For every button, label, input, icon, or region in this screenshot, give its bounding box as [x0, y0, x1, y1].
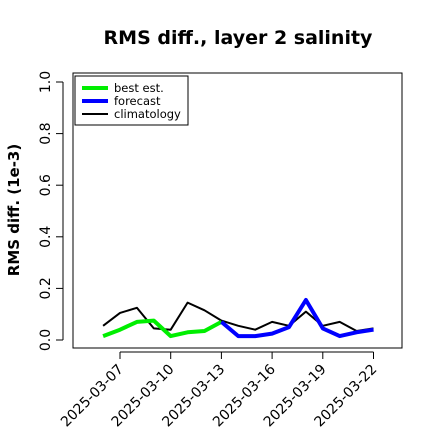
plot-area — [72, 72, 403, 349]
y-tick-label: 0.6 — [38, 174, 54, 196]
y-tick-label: 1.0 — [38, 71, 54, 93]
y-tick-label: 0.2 — [38, 277, 54, 299]
series-line-best-est — [102, 318, 223, 339]
legend-label: climatology — [114, 107, 181, 121]
series-line-climatology — [102, 301, 374, 332]
legend-label: forecast — [114, 94, 161, 108]
x-axis: 2025-03-072025-03-102025-03-132025-03-16… — [58, 351, 380, 430]
series-line-forecast — [220, 298, 374, 339]
y-axis-label: RMS diff. (1e-3) — [5, 144, 23, 276]
chart-title: RMS diff., layer 2 salinity — [104, 27, 374, 49]
y-tick-label: 0.0 — [38, 329, 54, 351]
legend-label: best est. — [114, 81, 164, 95]
y-tick-label: 0.8 — [38, 122, 54, 144]
series-layer — [102, 298, 374, 339]
y-tick-label: 0.4 — [38, 226, 54, 248]
y-axis: 0.0 0.2 0.4 0.6 0.8 1.0 — [38, 71, 64, 351]
